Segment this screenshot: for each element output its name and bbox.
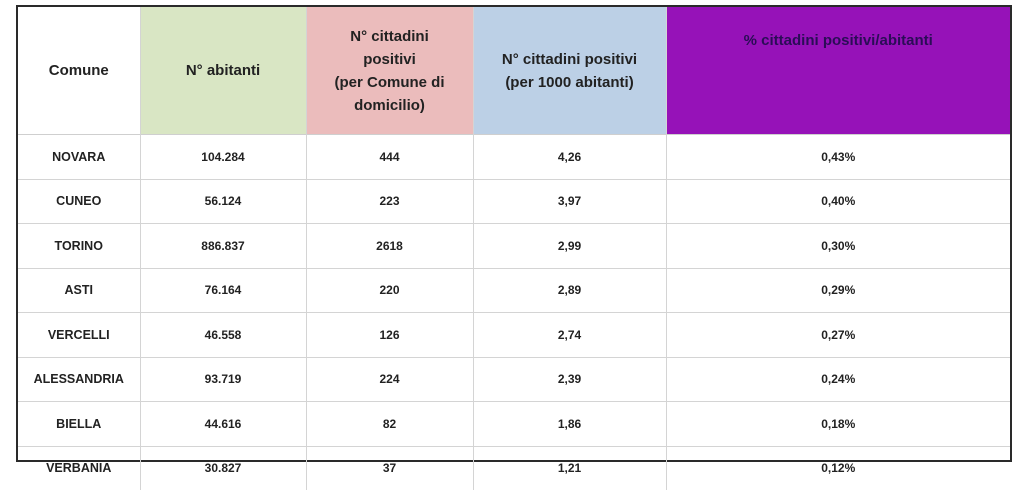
header-positivi-line: domicilio) bbox=[354, 96, 425, 114]
table-row: BIELLA 44.616 82 1,86 0,18% bbox=[18, 401, 1010, 446]
header-percentuale: % cittadini positivi/abitanti bbox=[665, 7, 1010, 135]
cell-per1000: 1,86 bbox=[472, 401, 666, 446]
table-row: ALESSANDRIA 93.719 224 2,39 0,24% bbox=[18, 356, 1010, 402]
header-per1000-line: N° cittadini positivi bbox=[501, 50, 638, 68]
cell-per1000: 2,89 bbox=[472, 267, 666, 313]
table-row: VERBANIA 30.827 37 1,21 0,12% bbox=[18, 445, 1010, 490]
header-positivi: N° cittadini positivi (per Comune di dom… bbox=[305, 7, 473, 135]
header-per1000: N° cittadini positivi (per 1000 abitanti… bbox=[472, 7, 666, 135]
cell-per1000: 2,99 bbox=[472, 223, 666, 268]
cell-percentuale: 0,18% bbox=[665, 401, 1010, 446]
positivi-table: Comune N° abitanti N° cittadini positivi… bbox=[18, 7, 1010, 490]
cell-positivi: 126 bbox=[305, 312, 473, 357]
cell-percentuale: 0,43% bbox=[665, 134, 1010, 179]
cell-comune: ASTI bbox=[18, 267, 140, 313]
cell-abitanti: 44.616 bbox=[139, 401, 306, 446]
cell-positivi: 223 bbox=[305, 178, 473, 224]
cell-positivi: 82 bbox=[305, 401, 473, 446]
cell-comune: TORINO bbox=[18, 223, 140, 268]
cell-percentuale: 0,29% bbox=[665, 267, 1010, 313]
table-row: ASTI 76.164 220 2,89 0,29% bbox=[18, 267, 1010, 313]
cell-percentuale: 0,30% bbox=[665, 223, 1010, 268]
header-abitanti: N° abitanti bbox=[139, 7, 306, 135]
cell-comune: CUNEO bbox=[18, 178, 140, 224]
cell-per1000: 2,39 bbox=[472, 356, 666, 402]
cell-percentuale: 0,24% bbox=[665, 356, 1010, 402]
cell-abitanti: 93.719 bbox=[139, 356, 306, 402]
cell-abitanti: 104.284 bbox=[139, 134, 306, 179]
cell-comune: NOVARA bbox=[18, 134, 140, 179]
cell-per1000: 4,26 bbox=[472, 134, 666, 179]
table-row: VERCELLI 46.558 126 2,74 0,27% bbox=[18, 312, 1010, 357]
cell-percentuale: 0,27% bbox=[665, 312, 1010, 357]
header-positivi-line: positivi bbox=[363, 50, 416, 68]
cell-comune: VERBANIA bbox=[18, 445, 140, 490]
cell-comune: ALESSANDRIA bbox=[18, 356, 140, 402]
header-positivi-line: (per Comune di bbox=[334, 73, 445, 91]
cell-percentuale: 0,40% bbox=[665, 178, 1010, 224]
cell-abitanti: 56.124 bbox=[139, 178, 306, 224]
table-row: CUNEO 56.124 223 3,97 0,40% bbox=[18, 178, 1010, 224]
data-table-frame: Comune N° abitanti N° cittadini positivi… bbox=[16, 5, 1012, 490]
cell-positivi: 224 bbox=[305, 356, 473, 402]
cell-comune: VERCELLI bbox=[18, 312, 140, 357]
cell-abitanti: 30.827 bbox=[139, 445, 306, 490]
header-positivi-line: N° cittadini bbox=[350, 27, 429, 45]
table-row: NOVARA 104.284 444 4,26 0,43% bbox=[18, 134, 1010, 179]
cell-positivi: 220 bbox=[305, 267, 473, 313]
cell-positivi: 37 bbox=[305, 445, 473, 490]
cell-positivi: 2618 bbox=[305, 223, 473, 268]
header-row: Comune N° abitanti N° cittadini positivi… bbox=[18, 7, 1010, 135]
cell-per1000: 3,97 bbox=[472, 178, 666, 224]
header-comune: Comune bbox=[18, 7, 140, 135]
cell-positivi: 444 bbox=[305, 134, 473, 179]
cell-percentuale: 0,12% bbox=[665, 445, 1010, 490]
cell-abitanti: 76.164 bbox=[139, 267, 306, 313]
cell-per1000: 1,21 bbox=[472, 445, 666, 490]
header-per1000-line: (per 1000 abitanti) bbox=[505, 73, 634, 91]
cell-abitanti: 46.558 bbox=[139, 312, 306, 357]
cell-abitanti: 886.837 bbox=[139, 223, 306, 268]
table-row: TORINO 886.837 2618 2,99 0,30% bbox=[18, 223, 1010, 268]
cell-per1000: 2,74 bbox=[472, 312, 666, 357]
cell-comune: BIELLA bbox=[18, 401, 140, 446]
